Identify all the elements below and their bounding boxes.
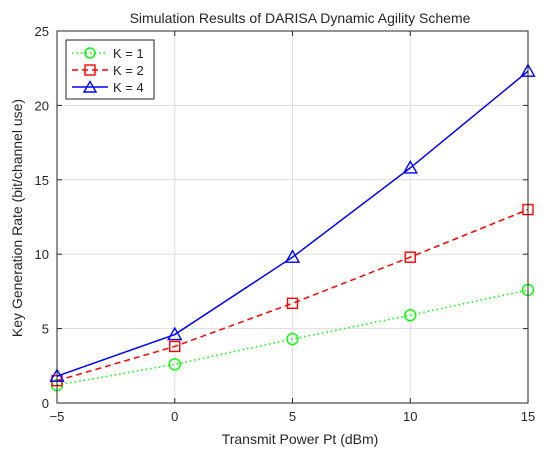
- y-tick-label-3: 15: [35, 173, 49, 188]
- x-axis-label: Transmit Power Pt (dBm): [222, 431, 379, 447]
- x-tick-label-3: 10: [403, 409, 417, 424]
- series-line-2: [56, 208, 529, 382]
- y-tick-label-0: 0: [42, 396, 49, 411]
- x-tick-label-4: 15: [521, 409, 535, 424]
- y-axis-label: Key Generation Rate (bit/channel use): [9, 99, 25, 337]
- legend-marker-triangle-icon: [82, 80, 98, 93]
- y-tick-label-2: 10: [35, 247, 49, 262]
- data-point-s2-3: [404, 251, 416, 263]
- legend-label-k1: K = 1: [113, 46, 144, 61]
- data-point-s1-3: [404, 309, 417, 322]
- data-point-s3-1: [167, 326, 183, 341]
- data-point-s2-2: [286, 297, 299, 310]
- series-line-3: [56, 70, 529, 377]
- legend-label-k4: K = 4: [113, 80, 144, 95]
- chart-title: Simulation Results of DARISA Dynamic Agi…: [130, 10, 471, 26]
- y-tick-label-4: 20: [35, 98, 49, 113]
- data-point-s1-1: [168, 358, 181, 371]
- x-tick-label-1: 0: [171, 409, 178, 424]
- legend-box: [65, 39, 155, 100]
- data-point-s2-1: [169, 340, 181, 353]
- legend-label-k2: K = 2: [113, 63, 144, 78]
- legend-item-k1: K = 1: [72, 46, 144, 61]
- y-tick-label-1: 5: [42, 322, 49, 337]
- data-point-s3-3: [402, 159, 418, 174]
- legend-item-k2: K = 2: [72, 63, 144, 78]
- grid-lines: [57, 31, 528, 403]
- axes: [56, 30, 529, 404]
- legend-marker-square-icon: [84, 64, 96, 76]
- legend-item-k4: K = 4: [72, 80, 144, 95]
- data-point-s3-2: [284, 249, 301, 263]
- data-point-s1-2: [286, 332, 299, 346]
- x-tick-label-0: −5: [50, 409, 65, 424]
- legend: K = 1 K = 2 K = 4: [65, 39, 155, 100]
- x-tick-label-2: 5: [289, 409, 296, 424]
- legend-marker-circle-icon: [84, 47, 96, 59]
- y-tick-label-5: 25: [35, 24, 49, 39]
